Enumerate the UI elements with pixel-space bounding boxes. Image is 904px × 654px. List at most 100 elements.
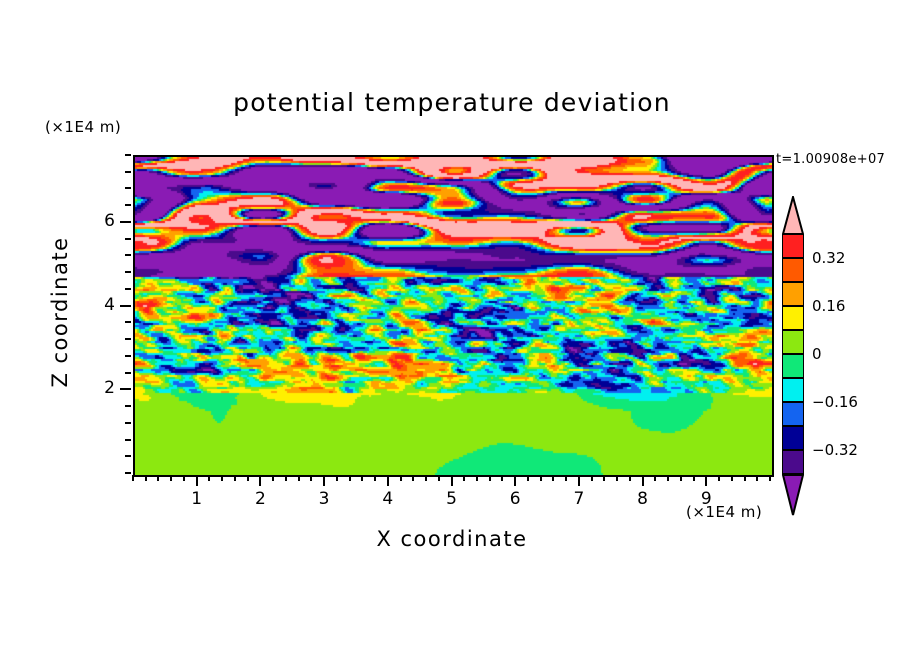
x-axis-minor-tick: [310, 475, 313, 481]
x-axis-tick-label: 2: [254, 489, 266, 509]
y-axis-minor-tick: [125, 421, 131, 424]
colorbar-tick-label: 0: [812, 345, 822, 363]
x-axis-minor-tick: [144, 475, 147, 481]
x-axis-minor-tick: [335, 475, 338, 481]
x-axis-minor-tick: [463, 475, 466, 481]
y-axis-major-tick: [120, 388, 131, 391]
y-axis-minor-tick: [125, 271, 131, 274]
y-axis-major-tick: [120, 304, 131, 307]
timestamp-clip: t=1.00908e+07: [770, 148, 904, 170]
y-axis-minor-tick: [125, 354, 131, 357]
colorbar-tick-label: 0.16: [812, 297, 846, 315]
y-axis-minor-tick: [125, 187, 131, 190]
x-axis-label: X coordinate: [376, 527, 528, 551]
x-axis-minor-tick: [743, 475, 746, 481]
y-axis-label: Z coordinate: [48, 236, 72, 388]
temperature-deviation-field: [135, 157, 772, 475]
colorbar-tick-label: −0.16: [812, 393, 858, 411]
colorbar-band: [782, 450, 804, 474]
y-axis-minor-tick: [125, 287, 131, 290]
x-axis-minor-tick: [756, 475, 759, 481]
x-axis-minor-tick: [348, 475, 351, 481]
colorbar-band: [782, 234, 804, 258]
y-axis-minor-tick: [125, 170, 131, 173]
x-axis-minor-tick: [374, 475, 377, 481]
x-axis-minor-tick: [399, 475, 402, 481]
y-axis-minor-tick: [125, 254, 131, 257]
x-axis-minor-tick: [603, 475, 606, 481]
y-axis-tick-label: 2: [104, 378, 115, 399]
x-axis-minor-tick: [616, 475, 619, 481]
contour-plot-panel[interactable]: [133, 155, 774, 477]
colorbar-tick-label: −0.32: [812, 441, 858, 459]
colorbar[interactable]: 0.32 0.16 0 −0.16 −0.32: [778, 193, 858, 516]
x-axis-tick-label: 4: [382, 489, 394, 509]
x-axis-major-tick: [641, 475, 644, 486]
x-axis-minor-tick: [208, 475, 211, 481]
x-axis-tick-label: 7: [573, 489, 585, 509]
x-axis-minor-tick: [628, 475, 631, 481]
x-axis-minor-tick: [590, 475, 593, 481]
x-axis-major-tick: [577, 475, 580, 486]
x-axis-minor-tick: [526, 475, 529, 481]
y-axis-tick-label: 4: [104, 294, 115, 315]
x-axis-minor-tick: [501, 475, 504, 481]
x-axis-minor-tick: [692, 475, 695, 481]
colorbar-band: [782, 258, 804, 282]
y-axis-minor-tick: [125, 204, 131, 207]
colorbar-band: [782, 282, 804, 306]
x-axis-minor-tick: [297, 475, 300, 481]
x-axis-minor-tick: [157, 475, 160, 481]
colorbar-band: [782, 402, 804, 426]
colorbar-band: [782, 378, 804, 402]
x-axis-minor-tick: [132, 475, 134, 481]
x-axis-major-tick: [705, 475, 708, 486]
x-axis-tick-label: 9: [700, 489, 712, 509]
y-axis-minor-tick: [125, 472, 131, 474]
x-axis-minor-tick: [361, 475, 364, 481]
x-axis-minor-tick: [730, 475, 733, 481]
x-axis-minor-tick: [246, 475, 249, 481]
x-axis-minor-tick: [170, 475, 173, 481]
x-axis-minor-tick: [475, 475, 478, 481]
x-axis-minor-tick: [488, 475, 491, 481]
page-title: potential temperature deviation: [233, 88, 671, 117]
x-axis-major-tick: [259, 475, 262, 486]
y-axis-minor-tick: [125, 438, 131, 441]
x-axis-minor-tick: [272, 475, 275, 481]
x-axis-minor-tick: [667, 475, 670, 481]
y-axis-minor-tick: [125, 237, 131, 240]
y-axis-major-tick: [120, 220, 131, 223]
y-axis-minor-tick: [125, 455, 131, 458]
x-axis-minor-tick: [565, 475, 568, 481]
x-axis-minor-tick: [552, 475, 555, 481]
y-axis-minor-tick: [125, 338, 131, 341]
x-axis-tick-label: 8: [637, 489, 648, 509]
y-axis-minor-tick: [125, 371, 131, 374]
x-axis-unit-label: (×1E4 m): [686, 503, 763, 521]
x-axis-minor-tick: [412, 475, 415, 481]
x-axis-major-tick: [514, 475, 517, 486]
x-axis-tick-label: 1: [191, 489, 203, 509]
colorbar-bottom-arrow: [781, 474, 805, 516]
x-axis-major-tick: [450, 475, 453, 486]
x-axis-minor-tick: [654, 475, 657, 481]
x-axis-tick-label: 5: [446, 489, 457, 509]
x-axis-tick-label: 6: [509, 489, 521, 509]
x-axis-minor-tick: [233, 475, 236, 481]
x-axis-major-tick: [195, 475, 198, 486]
colorbar-band: [782, 426, 804, 450]
colorbar-tick-label: 0.32: [812, 249, 846, 267]
y-axis-unit-label: (×1E4 m): [45, 118, 122, 136]
x-axis-minor-tick: [769, 475, 771, 481]
colorbar-band: [782, 354, 804, 378]
y-axis-tick-label: 6: [104, 210, 115, 231]
x-axis-minor-tick: [284, 475, 287, 481]
colorbar-band: [782, 330, 804, 354]
x-axis-minor-tick: [437, 475, 440, 481]
x-axis-major-tick: [386, 475, 389, 486]
x-axis-minor-tick: [718, 475, 721, 481]
colorbar-band: [782, 306, 804, 330]
colorbar-top-arrow: [781, 193, 805, 235]
x-axis-minor-tick: [539, 475, 542, 481]
